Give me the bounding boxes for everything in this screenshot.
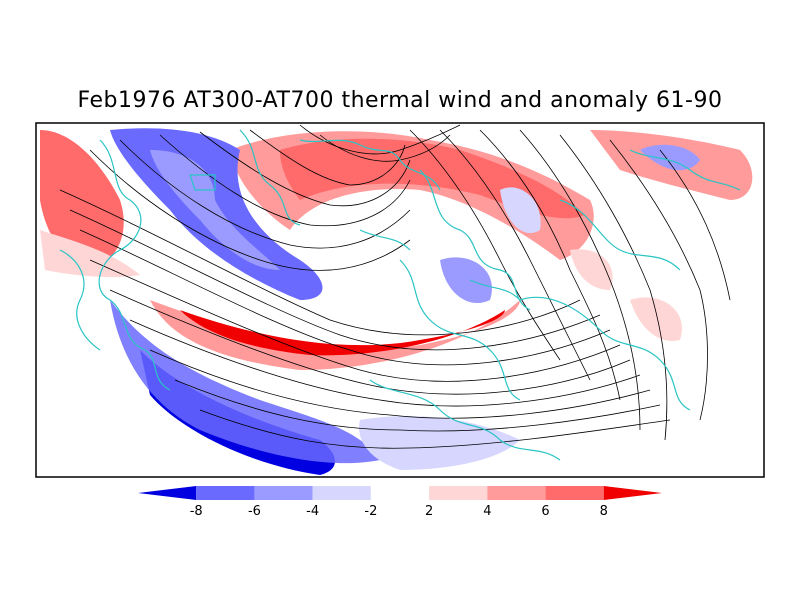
- map-plot-area: [40, 123, 760, 477]
- colorbar-tick-label: -6: [248, 504, 261, 519]
- colorbar-tick-label: -2: [364, 504, 377, 519]
- colorbar-tick-label: -8: [190, 504, 203, 519]
- colorbar-segment: [138, 486, 197, 500]
- thermal-wind-streamlines: [59, 124, 731, 449]
- colorbar-segment: [487, 486, 546, 500]
- colorbar-segment: [370, 486, 430, 500]
- colorbar-tick-label: 4: [483, 504, 491, 519]
- colorbar-segment: [429, 486, 488, 500]
- coastlines: [59, 129, 741, 461]
- colorbar-tick-label: 8: [600, 504, 608, 519]
- colorbar: -8 -6 -4 -2 2 4 6 8: [138, 486, 662, 519]
- colorbar-segment: [545, 486, 604, 500]
- plot-frame: [35, 122, 765, 478]
- colorbar-segment: [196, 486, 255, 500]
- colorbar-tick-label: -4: [306, 504, 319, 519]
- colorbar-segment: [312, 486, 371, 500]
- colorbar-tick-label: 2: [425, 504, 433, 519]
- colorbar-segment: [603, 486, 662, 500]
- map-title: Feb1976 AT300-AT700 thermal wind and ano…: [77, 88, 723, 113]
- colorbar-tick-label: 6: [541, 504, 549, 519]
- colorbar-segment: [254, 486, 313, 500]
